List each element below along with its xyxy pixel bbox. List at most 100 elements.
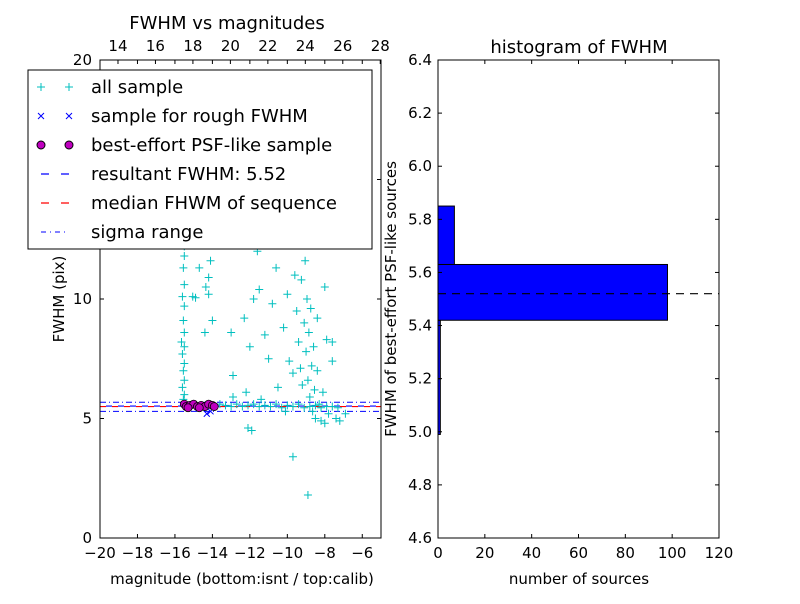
all-sample-point (245, 342, 254, 351)
rough-sample-point (203, 410, 211, 418)
legend-label: resultant FWHM: 5.52 (91, 164, 286, 185)
histogram-bar (437, 263, 668, 321)
y-tick-label: 10 (73, 290, 92, 308)
all-sample-point (180, 328, 189, 337)
legend-entry: all sample (37, 77, 183, 98)
top-x-tick-label: 24 (296, 37, 315, 55)
all-sample-point (277, 403, 286, 412)
all-sample-point (320, 283, 329, 292)
x-tick-label: −16 (159, 544, 191, 562)
all-sample-point (227, 328, 236, 337)
histogram-bar (437, 205, 455, 265)
circle-marker-icon (36, 140, 46, 150)
all-sample-point (247, 426, 256, 435)
top-x-tick-label: 26 (333, 37, 352, 55)
all-sample-point (200, 328, 209, 337)
legend: all sample sample for rough FWHM best-effo… (27, 69, 373, 250)
all-sample-point (180, 302, 189, 311)
x-tick-label: −18 (122, 544, 154, 562)
all-sample-point (281, 407, 290, 416)
chart-title: FWHM vs magnitudes (129, 13, 324, 34)
all-sample-point (341, 409, 350, 418)
all-sample-point (303, 490, 312, 499)
all-sample-point (178, 383, 187, 392)
x-tick-label: −14 (197, 544, 229, 562)
y-tick-label: 4.6 (408, 529, 432, 547)
all-sample-point (272, 400, 281, 409)
x-tick-label: −8 (314, 544, 336, 562)
all-sample-point (204, 273, 213, 282)
chart-title: histogram of FWHM (490, 37, 667, 58)
all-sample-point (324, 409, 333, 418)
psf-sample-point (209, 402, 219, 411)
y-tick-label: 5 (82, 410, 92, 428)
y-tick-label: 6.4 (408, 51, 432, 69)
plus-icon (37, 83, 45, 91)
all-sample-point (180, 342, 189, 351)
all-sample-point (313, 366, 322, 375)
all-sample-point (313, 314, 322, 323)
all-sample-point (195, 263, 204, 272)
all-sample-point (266, 402, 275, 411)
all-sample-point (315, 400, 324, 409)
all-sample-point (180, 376, 189, 385)
y-tick-label: 20 (73, 51, 92, 69)
y-tick-label: 6.0 (408, 157, 432, 175)
y-tick-label: 5.2 (408, 370, 432, 388)
x-tick-label: 80 (616, 544, 635, 562)
all-sample-point (285, 357, 294, 366)
all-sample-point (300, 403, 309, 412)
all-sample-point (290, 271, 299, 280)
y-tick-label: 0 (82, 529, 92, 547)
all-sample-point (307, 361, 316, 370)
all-sample-point (279, 323, 288, 332)
x-axis-label: magnitude (bottom:isnt / top:calib) (110, 570, 374, 588)
legend-label: all sample (91, 77, 183, 98)
all-sample-point (255, 402, 264, 411)
all-sample-point (221, 401, 230, 410)
legend-entry: resultant FWHM: 5.52 (41, 164, 286, 185)
legend-entry: sample for rough FWHM (37, 106, 308, 127)
all-sample-point (179, 366, 188, 375)
all-sample-point (335, 416, 344, 425)
y-tick-label: 5.6 (408, 263, 432, 281)
x-tick-label: 120 (705, 544, 734, 562)
psf-sample-point (194, 403, 204, 413)
all-sample-point (179, 316, 188, 325)
x-tick-label: −10 (272, 544, 304, 562)
all-sample-point (178, 292, 187, 301)
all-sample-point (328, 357, 337, 366)
legend-entry: best-effort PSF-like sample (36, 135, 332, 156)
top-x-tick-label: 16 (146, 37, 165, 55)
all-sample-point (272, 263, 281, 272)
all-sample-point (180, 251, 189, 260)
legend-entry: median FHWM of sequence (41, 193, 337, 214)
all-sample-point (179, 263, 188, 272)
all-sample-point (302, 347, 311, 356)
histogram-axes: 0 20 40 60 80 100 120 4.6 4.8 5.0 5.2 5.4 5.6 5.8 6.0 6… (382, 37, 733, 588)
all-sample-point (318, 388, 327, 397)
y-tick-label: 5.4 (408, 317, 432, 335)
all-sample-point (180, 280, 189, 289)
all-sample-point (297, 275, 306, 284)
x-tick-label: 60 (569, 544, 588, 562)
all-sample-point (305, 392, 314, 401)
legend-label: sample for rough FWHM (91, 106, 308, 127)
legend-label: sigma range (91, 222, 203, 243)
all-sample-point (268, 299, 277, 308)
all-sample-point (322, 335, 331, 344)
all-sample-point (208, 316, 217, 325)
all-sample-point (308, 407, 317, 416)
all-sample-point (304, 328, 313, 337)
all-sample-point (180, 359, 189, 368)
x-tick-label: 20 (475, 544, 494, 562)
y-tick-label: 4.8 (408, 476, 432, 494)
x-marker-icon (65, 112, 73, 120)
y-axis-label: FWHM (pix) (50, 256, 68, 343)
all-sample-point (227, 402, 236, 411)
all-sample-point (204, 290, 213, 299)
all-sample-point (201, 283, 210, 292)
y-tick-label: 5.8 (408, 210, 432, 228)
